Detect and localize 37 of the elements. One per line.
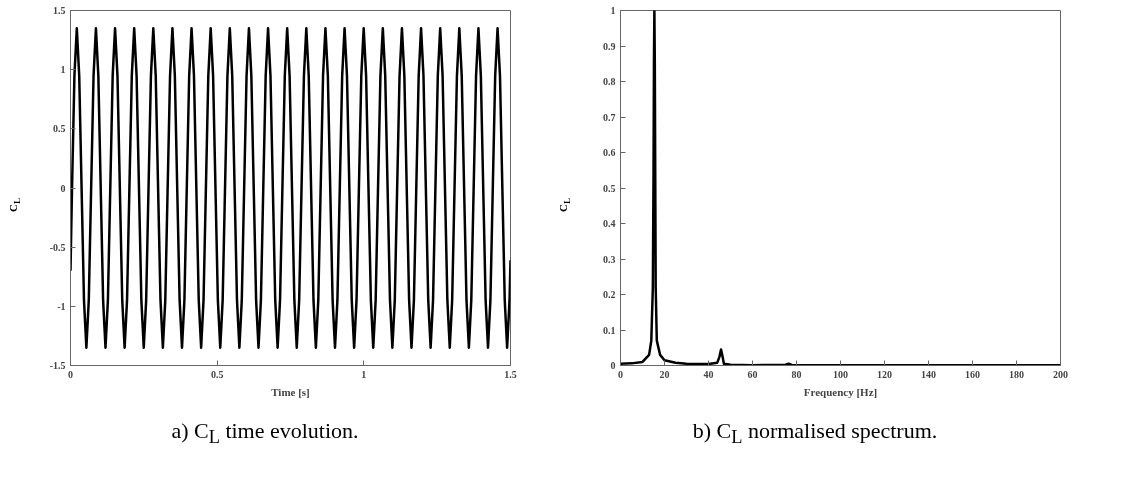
x-tick-label: 1.5	[504, 368, 517, 380]
y-tick-label: 0.6	[603, 147, 616, 158]
x-tick-label: 200	[1053, 368, 1068, 380]
x-tick-label: 40	[703, 368, 714, 380]
y-tick-label: 0.3	[603, 253, 616, 265]
y-tick-label: 0.8	[603, 76, 616, 87]
y-tick-label: 0.2	[603, 289, 616, 300]
x-tick-label: 140	[921, 368, 936, 380]
y-tick-label: 0.9	[603, 40, 616, 52]
y-tick-label: 0	[60, 182, 66, 194]
line-series	[620, 10, 1061, 366]
x-tick-label: 100	[833, 368, 848, 380]
x-axis-title: Time [s]	[271, 385, 310, 398]
x-tick-label: 60	[747, 368, 758, 380]
x-tick-label: 0.5	[210, 368, 224, 380]
y-tick-label: 1	[610, 5, 616, 16]
text: a) C$_{L}$ time evolution.	[171, 417, 359, 450]
y-tick-label: 1	[60, 64, 66, 76]
y-tick-label: 0.1	[603, 324, 616, 336]
y-tick-label: 0.4	[603, 218, 616, 229]
x-tick-label: 160	[965, 368, 980, 380]
x-tick-label: 1	[361, 368, 367, 380]
x-axis-title: Frequency [Hz]	[803, 385, 878, 398]
y-tick-label: -1.5	[49, 360, 66, 371]
x-tick-label: 180	[1009, 368, 1024, 380]
y-tick-label: 0.7	[603, 111, 616, 123]
x-tick-label: 120	[877, 368, 892, 380]
text: b) C$_{L}$ normalised spectrum.	[692, 417, 938, 450]
y-tick-label: 1.5	[53, 5, 66, 16]
y-tick-label: -1	[57, 300, 66, 312]
x-tick-label: 20	[659, 368, 670, 380]
y-tick-label: 0.5	[53, 123, 66, 135]
x-tick-label: 80	[791, 368, 802, 380]
y-tick-label: 0.5	[603, 182, 616, 194]
line-series	[70, 27, 511, 349]
y-tick-label: -0.5	[49, 241, 66, 253]
y-tick-label: 0	[610, 360, 616, 371]
